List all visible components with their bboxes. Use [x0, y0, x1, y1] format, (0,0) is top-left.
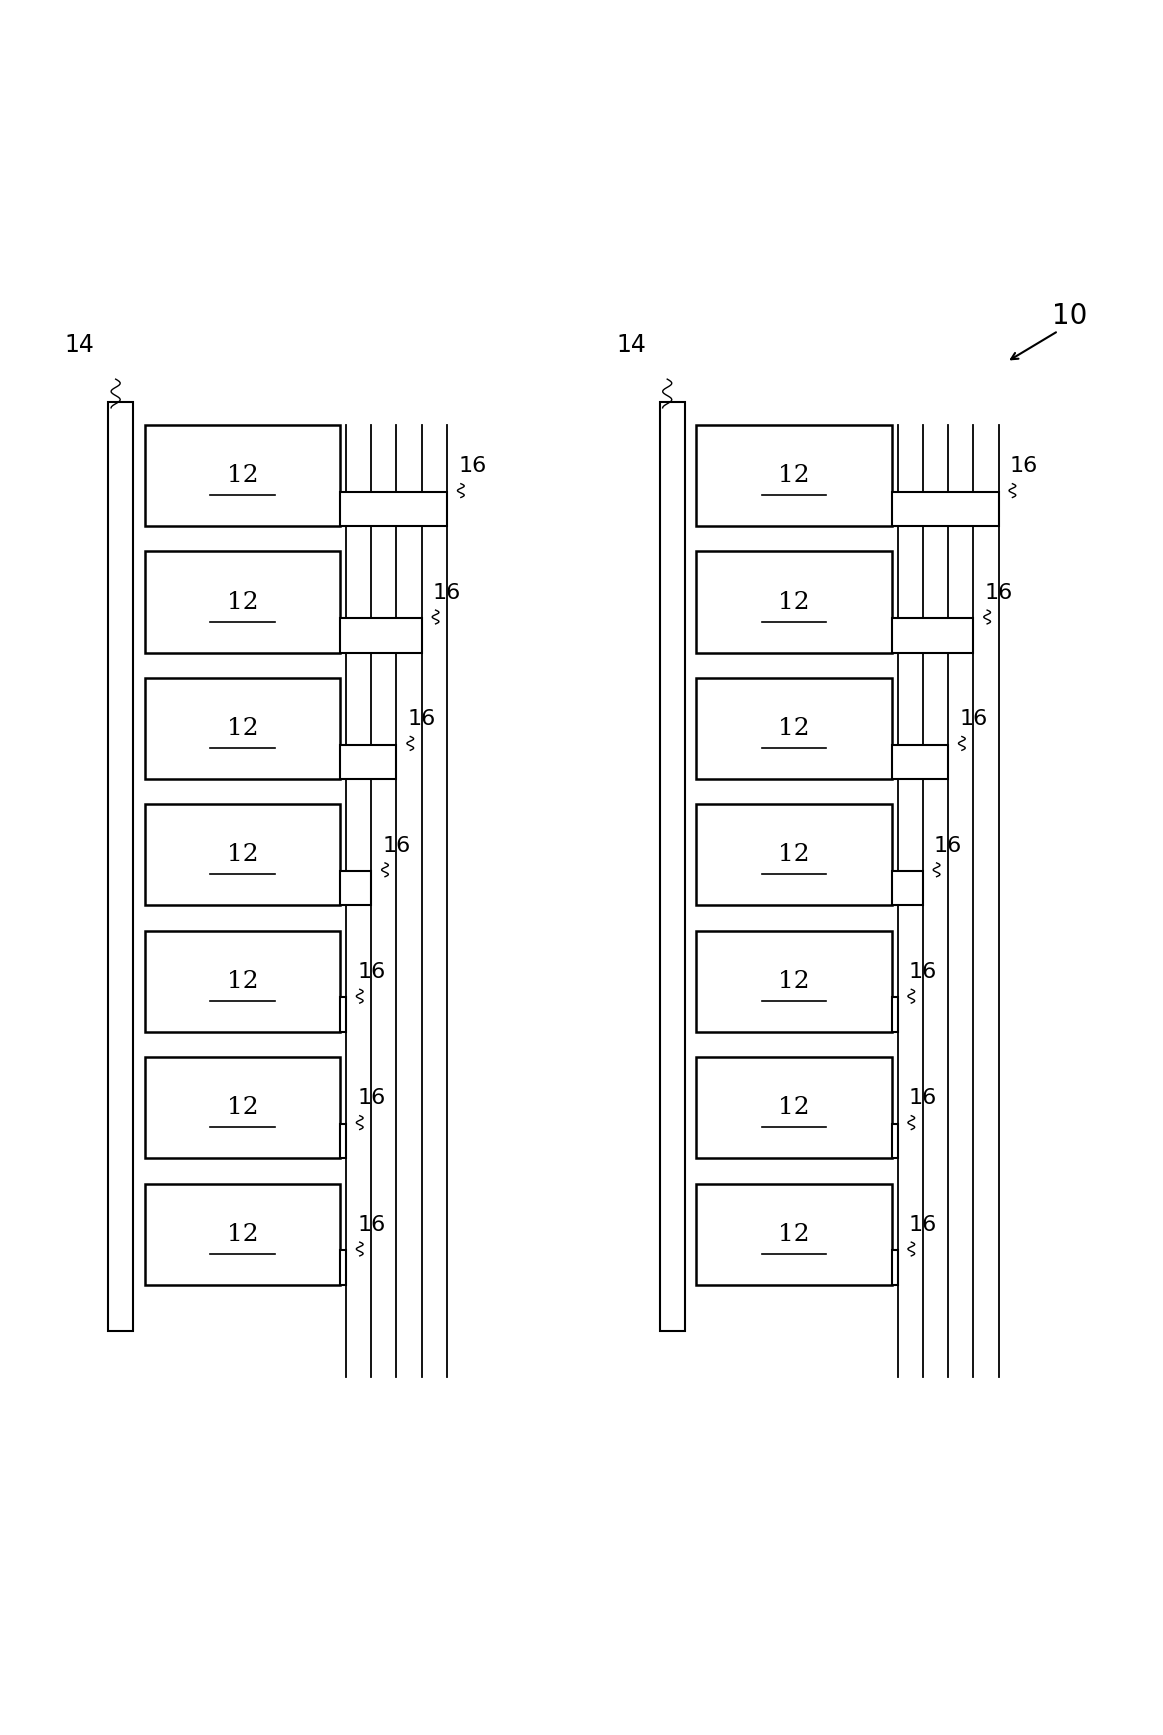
- Bar: [145, 425, 341, 526]
- Bar: [697, 1057, 892, 1159]
- Bar: [892, 1124, 898, 1159]
- Text: 12: 12: [778, 590, 809, 614]
- Text: 12: 12: [778, 970, 809, 992]
- Text: 16: 16: [1009, 456, 1039, 477]
- Text: 12: 12: [227, 843, 258, 866]
- Bar: [697, 805, 892, 906]
- Text: 16: 16: [458, 456, 486, 477]
- Text: 12: 12: [778, 1223, 809, 1246]
- Bar: [341, 871, 371, 906]
- Text: 12: 12: [778, 843, 809, 866]
- Bar: [145, 678, 341, 779]
- Bar: [341, 618, 422, 652]
- Bar: [892, 491, 999, 526]
- Text: 10: 10: [1053, 302, 1087, 330]
- Text: 16: 16: [908, 963, 937, 982]
- Text: 16: 16: [383, 836, 411, 855]
- Bar: [145, 805, 341, 906]
- Bar: [341, 744, 397, 779]
- Bar: [697, 678, 892, 779]
- Text: 12: 12: [778, 1097, 809, 1119]
- Bar: [145, 552, 341, 652]
- Bar: [108, 403, 134, 1331]
- Bar: [697, 425, 892, 526]
- Text: 14: 14: [616, 333, 645, 357]
- Text: 16: 16: [908, 1088, 937, 1109]
- Text: 16: 16: [357, 1214, 385, 1235]
- Bar: [697, 552, 892, 652]
- Text: 16: 16: [908, 1214, 937, 1235]
- Bar: [659, 403, 685, 1331]
- Text: 12: 12: [227, 717, 258, 739]
- Bar: [697, 930, 892, 1032]
- Bar: [892, 998, 898, 1032]
- Text: 12: 12: [227, 465, 258, 488]
- Bar: [145, 930, 341, 1032]
- Text: 14: 14: [64, 333, 94, 357]
- Text: 12: 12: [227, 970, 258, 992]
- Bar: [341, 491, 447, 526]
- Text: 12: 12: [778, 465, 809, 488]
- Text: 16: 16: [357, 1088, 385, 1109]
- Text: 16: 16: [357, 963, 385, 982]
- Bar: [892, 618, 973, 652]
- Bar: [145, 1183, 341, 1284]
- Bar: [697, 1183, 892, 1284]
- Text: 16: 16: [959, 710, 987, 729]
- Bar: [892, 871, 922, 906]
- Text: 12: 12: [227, 590, 258, 614]
- Text: 16: 16: [985, 583, 1013, 602]
- Bar: [892, 1251, 898, 1284]
- Bar: [145, 1057, 341, 1159]
- Text: 16: 16: [408, 710, 436, 729]
- Bar: [341, 1124, 345, 1159]
- Bar: [341, 998, 345, 1032]
- Text: 12: 12: [778, 717, 809, 739]
- Bar: [892, 744, 948, 779]
- Text: 16: 16: [433, 583, 462, 602]
- Text: 12: 12: [227, 1097, 258, 1119]
- Text: 16: 16: [934, 836, 962, 855]
- Bar: [341, 1251, 345, 1284]
- Text: 12: 12: [227, 1223, 258, 1246]
